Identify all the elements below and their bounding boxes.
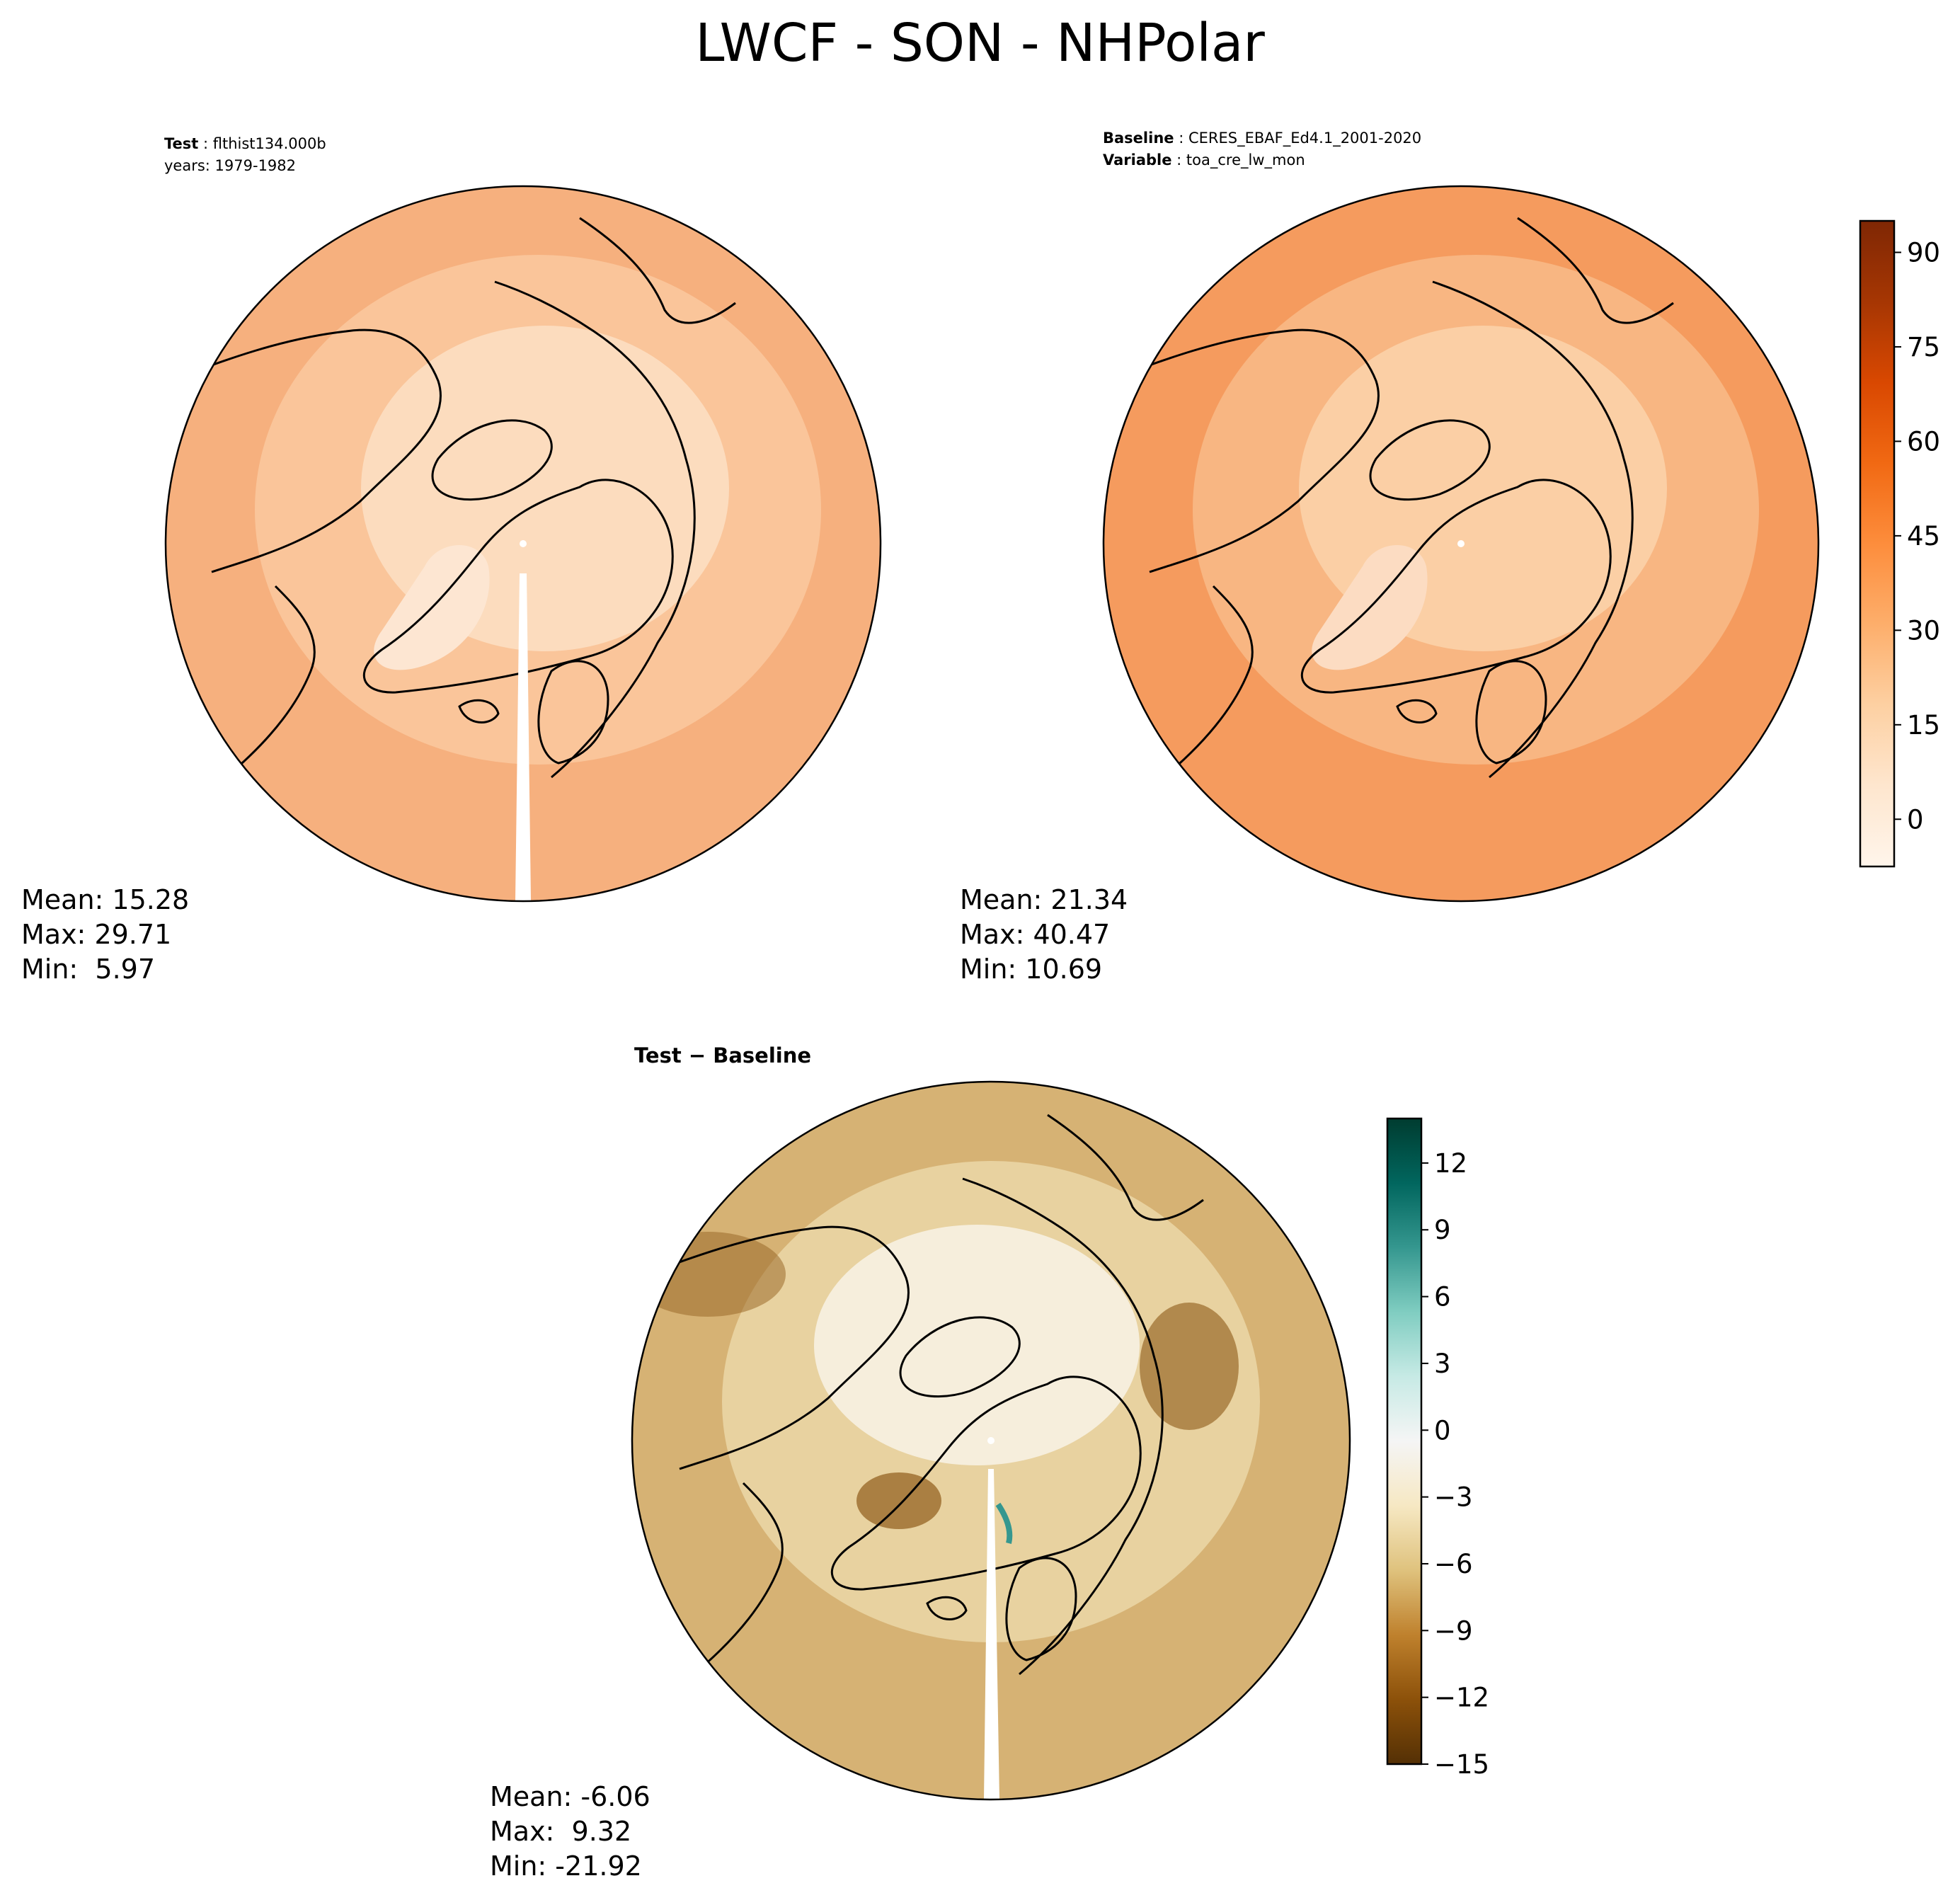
brbg-colorbar: −15 −12 −9 −6 −3 0 3 6 9 12 xyxy=(1386,1117,1489,1780)
test-map xyxy=(164,185,882,903)
test-min: Min: 5.97 xyxy=(21,954,155,985)
oranges-colorbar-tick-label: 45 xyxy=(1907,521,1940,551)
baseline-variable-label: Variable xyxy=(1103,151,1172,168)
baseline-mean: Mean: 21.34 xyxy=(960,884,1128,915)
brbg-colorbar-tick-label: 12 xyxy=(1434,1148,1467,1179)
oranges-colorbar-tick-label: 90 xyxy=(1907,237,1940,268)
diff-stats: Mean: -6.06 Max: 9.32 Min: -21.92 xyxy=(490,1780,651,1884)
brbg-colorbar-body xyxy=(1386,1117,1423,1766)
brbg-colorbar-tick-label: −12 xyxy=(1434,1683,1489,1713)
figure-title: LWCF - SON - NHPolar xyxy=(695,13,1265,74)
diff-min: Min: -21.92 xyxy=(490,1850,642,1882)
diff-map-negative-anomaly xyxy=(856,1472,941,1529)
baseline-header: Baseline : CERES_EBAF_Ed4.1_2001-2020 Va… xyxy=(1103,130,1422,168)
test-stats: Mean: 15.28 Max: 29.71 Min: 5.97 xyxy=(21,883,189,987)
brbg-colorbar-tick-label: −15 xyxy=(1434,1749,1489,1780)
diff-title-test: Test xyxy=(634,1043,682,1068)
test-map-missing-data-wedge xyxy=(515,573,531,901)
brbg-colorbar-tick-label: 3 xyxy=(1434,1349,1451,1379)
test-years: years: 1979-1982 xyxy=(164,157,297,174)
diff-title: Test − Baseline xyxy=(634,1043,811,1068)
diff-map-positive-anomaly xyxy=(995,1502,1013,1544)
oranges-colorbar: 0 15 30 45 60 75 90 xyxy=(1859,219,1940,868)
diff-title-baseline: Baseline xyxy=(713,1043,812,1068)
diff-map xyxy=(631,1080,1351,1801)
diff-mean: Mean: -6.06 xyxy=(490,1781,651,1812)
diff-map-negative-anomaly xyxy=(1140,1303,1239,1430)
baseline-map-pole-marker xyxy=(1457,540,1465,547)
test-map-boundary xyxy=(164,185,882,903)
diff-map-pole-marker xyxy=(987,1437,995,1444)
test-label: Test xyxy=(164,135,199,152)
brbg-colorbar-tick-label: 6 xyxy=(1434,1282,1451,1312)
diff-map-missing-data-wedge xyxy=(984,1469,999,1800)
test-header: Test : flthist134.000b years: 1979-1982 xyxy=(164,135,326,174)
oranges-colorbar-tick-label: 15 xyxy=(1907,710,1940,740)
test-mean: Mean: 15.28 xyxy=(21,884,190,915)
baseline-case: CERES_EBAF_Ed4.1_2001-2020 xyxy=(1188,130,1422,147)
brbg-colorbar-tick-label: −6 xyxy=(1434,1549,1473,1579)
diff-map-arctic-region xyxy=(814,1225,1140,1465)
oranges-colorbar-tick-label: 60 xyxy=(1907,426,1940,457)
test-max: Max: 29.71 xyxy=(21,919,172,950)
brbg-colorbar-tick-label: −9 xyxy=(1434,1615,1473,1646)
baseline-stats: Mean: 21.34 Max: 40.47 Min: 10.69 xyxy=(960,883,1128,987)
test-case: flthist134.000b xyxy=(212,135,326,152)
oranges-colorbar-tick-label: 75 xyxy=(1907,332,1940,362)
diff-map-negative-anomaly xyxy=(632,1232,786,1317)
baseline-min: Min: 10.69 xyxy=(960,954,1103,985)
baseline-map xyxy=(1102,185,1820,903)
oranges-colorbar-tick-label: 30 xyxy=(1907,615,1940,646)
brbg-colorbar-tick-label: 0 xyxy=(1434,1415,1451,1446)
baseline-max: Max: 40.47 xyxy=(960,919,1111,950)
brbg-colorbar-tick-label: −3 xyxy=(1434,1482,1473,1513)
diff-title-sep: − xyxy=(681,1043,713,1068)
diff-map-boundary xyxy=(631,1080,1351,1801)
test-map-pole-marker xyxy=(520,540,527,547)
baseline-variable: toa_cre_lw_mon xyxy=(1186,151,1305,168)
brbg-colorbar-tick-label: 9 xyxy=(1434,1215,1451,1245)
diff-max: Max: 9.32 xyxy=(490,1816,632,1847)
baseline-label: Baseline xyxy=(1103,130,1174,147)
oranges-colorbar-body xyxy=(1859,219,1896,868)
oranges-colorbar-tick-label: 0 xyxy=(1907,804,1924,835)
baseline-map-boundary xyxy=(1102,185,1820,903)
